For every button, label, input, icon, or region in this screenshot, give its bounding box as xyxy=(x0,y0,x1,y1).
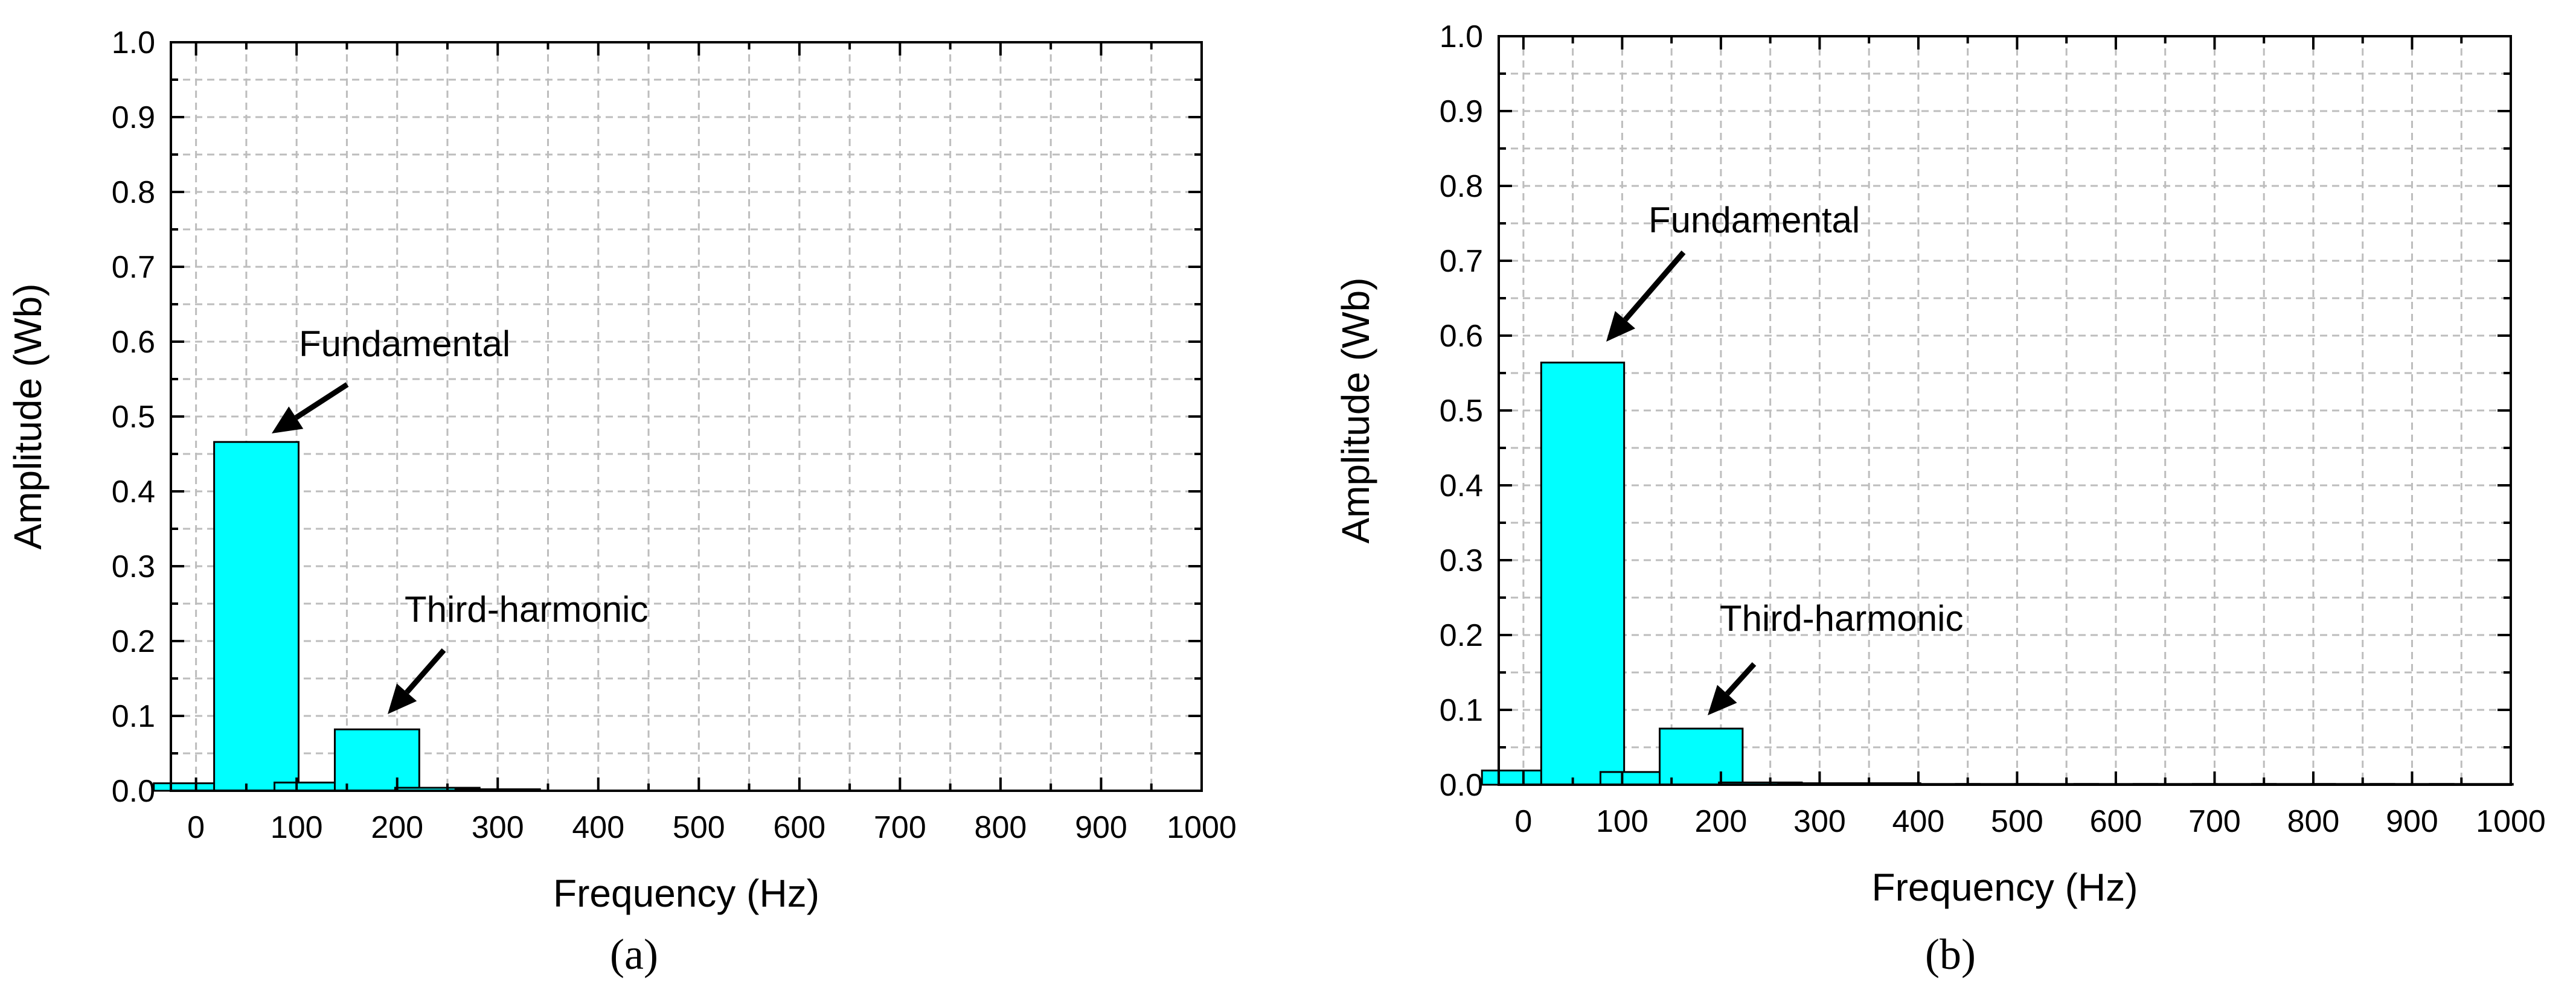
grid xyxy=(171,42,1203,791)
annotation-arrow xyxy=(405,648,446,694)
y-tick-label: 0.4 xyxy=(1440,468,1483,503)
x-tick-label: 200 xyxy=(1695,804,1748,839)
y-tick-label: 1.0 xyxy=(112,25,155,60)
annotation-label: Fundamental xyxy=(299,324,510,364)
bar xyxy=(333,728,420,792)
x-tick-label: 1000 xyxy=(2476,804,2546,839)
bar xyxy=(1659,727,1744,786)
annotation-arrowhead xyxy=(272,406,304,433)
y-tick-label: 0.7 xyxy=(112,250,155,285)
x-tick-label: 500 xyxy=(1991,804,2043,839)
x-tick-label: 600 xyxy=(2090,804,2142,839)
y-axis-label: Amplitude (Wb) xyxy=(1334,278,1377,544)
y-tick-label: 0.5 xyxy=(112,400,155,435)
y-tick-label: 0.3 xyxy=(112,549,155,584)
y-tick-label: 0.3 xyxy=(1440,543,1483,578)
x-tick-label: 500 xyxy=(673,810,725,845)
y-tick-label: 0.4 xyxy=(112,474,155,509)
panel-label-b: (b) xyxy=(1925,930,1976,978)
y-tick-label: 1.0 xyxy=(1440,19,1483,54)
x-tick-label: 600 xyxy=(773,810,825,845)
y-tick-label: 0.1 xyxy=(112,699,155,734)
grid xyxy=(1499,36,2512,785)
x-axis-label: Frequency (Hz) xyxy=(1872,866,2138,909)
y-tick-label: 0.6 xyxy=(1440,319,1483,354)
chart-panel-a: 0 100 200 300 400 500 600 700 800 900 1000 0.0 0.1 0.… xyxy=(6,25,1237,915)
y-tick-label: 0.2 xyxy=(112,624,155,659)
panel-label-a: (a) xyxy=(610,930,658,978)
x-tick-label: 0 xyxy=(1514,804,1532,839)
y-axis-label: Amplitude (Wb) xyxy=(6,284,50,550)
y-tick-label: 0.6 xyxy=(112,325,155,360)
y-tick-label: 0.0 xyxy=(1440,768,1483,803)
y-tick-label: 0.5 xyxy=(1440,394,1483,429)
annotation-arrowhead xyxy=(1606,311,1636,342)
annotation-label: Third-harmonic xyxy=(405,589,648,630)
x-tick-label: 400 xyxy=(572,810,624,845)
chart-panel-b: 0 100 200 300 400 500 600 700 800 900 1000 0.0 0.1 0.… xyxy=(1334,19,2546,909)
annotation-arrowhead xyxy=(388,683,417,714)
bar xyxy=(213,441,300,792)
x-tick-label: 700 xyxy=(874,810,926,845)
x-tick-label: 0 xyxy=(187,810,205,845)
annotation-label: Fundamental xyxy=(1648,200,1860,240)
y-tick-label: 0.9 xyxy=(1440,94,1483,129)
y-tick-label: 0.8 xyxy=(1440,169,1483,204)
x-tick-label: 300 xyxy=(1793,804,1846,839)
x-tick-label: 300 xyxy=(472,810,524,845)
y-tick-label: 0.1 xyxy=(1440,693,1483,728)
y-tick-label: 0.8 xyxy=(112,175,155,210)
bar xyxy=(1540,362,1626,786)
y-tick-label: 0.2 xyxy=(1440,618,1483,653)
y-tick-label: 0.9 xyxy=(112,100,155,135)
x-tick-label: 100 xyxy=(1596,804,1648,839)
annotation-arrowhead xyxy=(1708,685,1737,715)
x-tick-label: 200 xyxy=(371,810,423,845)
x-tick-label: 900 xyxy=(1075,810,1127,845)
x-tick-label: 800 xyxy=(2287,804,2340,839)
annotation-arrow xyxy=(294,382,349,420)
annotation-arrow xyxy=(1725,662,1757,696)
y-tick-label: 0.0 xyxy=(112,774,155,809)
x-tick-label: 100 xyxy=(271,810,323,845)
annotation-arrow xyxy=(1623,251,1686,322)
y-tick-label: 0.7 xyxy=(1440,244,1483,279)
x-tick-label: 700 xyxy=(2188,804,2241,839)
x-tick-label: 1000 xyxy=(1167,810,1237,845)
x-tick-label: 400 xyxy=(1892,804,1945,839)
x-tick-label: 900 xyxy=(2386,804,2438,839)
annotation-label: Third-harmonic xyxy=(1720,598,1963,639)
x-tick-label: 800 xyxy=(975,810,1027,845)
x-axis-label: Frequency (Hz) xyxy=(553,872,819,915)
